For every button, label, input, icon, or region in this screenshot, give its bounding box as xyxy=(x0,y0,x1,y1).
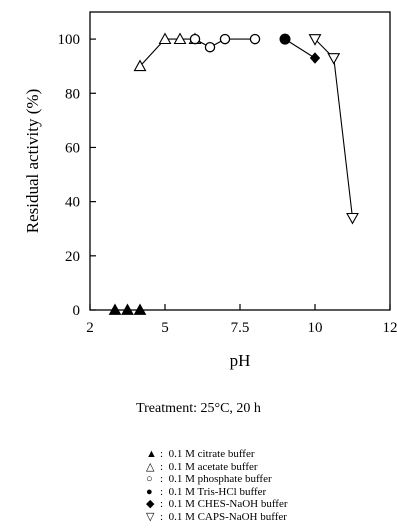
data-point-open-circle xyxy=(204,41,216,53)
series-lines xyxy=(139,38,354,218)
legend-label: 0.1 M Tris-HCl buffer xyxy=(168,485,267,498)
y-axis-ticks: 0 20 40 60 80 100 xyxy=(58,32,96,319)
legend-label: 0.1 M CAPS-NaOH buffer xyxy=(168,510,287,523)
filled-diamond-icon: ◆ xyxy=(146,498,155,511)
series-line xyxy=(314,38,354,218)
legend-label: 0.1 M CHES-NaOH buffer xyxy=(168,498,288,511)
data-point-open-circle xyxy=(219,33,231,45)
legend-item-phosphate: ○: 0.1 M phosphate buffer xyxy=(146,473,272,486)
series-line xyxy=(194,38,255,48)
data-point-filled-diamond xyxy=(309,52,321,64)
open-triangle-down-icon: ▽ xyxy=(146,510,155,523)
legend-label: 0.1 M acetate buffer xyxy=(168,460,258,473)
x-tick-label: 10 xyxy=(308,320,323,336)
data-point-open-triangle xyxy=(158,32,172,45)
y-tick-label: 0 xyxy=(73,303,81,319)
x-tick-label: 2 xyxy=(86,320,94,336)
open-triangle-icon: △ xyxy=(146,460,155,473)
data-point-open-triangle-down xyxy=(346,212,359,225)
legend-item-acetate: △: 0.1 M acetate buffer xyxy=(146,460,258,473)
x-tick-label: 7.5 xyxy=(231,320,250,336)
legend: ▲: 0.1 M citrate buffer △: 0.1 M acetate… xyxy=(146,448,288,524)
legend-label: 0.1 M citrate buffer xyxy=(168,448,255,460)
data-point-open-triangle-down xyxy=(308,34,322,46)
x-tick-label: 12 xyxy=(383,320,397,336)
series-line xyxy=(139,38,195,67)
legend-item-ches: ◆: 0.1 M CHES-NaOH buffer xyxy=(146,498,288,511)
treatment-label: Treatment: 25°C, 20 h xyxy=(136,401,261,416)
legend-item-tris: ●: 0.1 M Tris-HCl buffer xyxy=(146,485,267,498)
data-point-filled-triangle xyxy=(108,303,122,315)
data-point-filled-triangle xyxy=(133,303,147,315)
series-line xyxy=(284,38,316,59)
legend-item-caps: ▽: 0.1 M CAPS-NaOH buffer xyxy=(146,510,287,523)
data-point-open-circle xyxy=(189,33,201,45)
x-tick-label: 5 xyxy=(161,320,169,336)
data-point-filled-diamond xyxy=(279,33,291,45)
series-markers xyxy=(108,32,359,315)
data-point-open-triangle xyxy=(173,32,187,45)
plot-frame xyxy=(89,11,391,311)
filled-circle-icon: ● xyxy=(146,485,153,498)
x-axis-ticks: 2 5 7.5 10 12 xyxy=(86,304,397,336)
y-tick-label: 20 xyxy=(65,249,80,265)
y-tick-label: 100 xyxy=(58,32,81,48)
y-tick-label: 60 xyxy=(65,140,80,156)
y-axis-title: Residual activity (%) xyxy=(23,89,42,233)
data-point-open-triangle xyxy=(133,59,147,72)
data-point-open-triangle-down xyxy=(327,53,341,65)
data-point-open-circle xyxy=(249,33,261,45)
filled-triangle-icon: ▲ xyxy=(146,448,157,460)
x-axis-title: pH xyxy=(230,351,251,370)
legend-item-citrate: ▲: 0.1 M citrate buffer xyxy=(146,448,255,460)
y-tick-label: 80 xyxy=(65,86,80,102)
data-point-filled-triangle xyxy=(121,303,134,315)
open-circle-icon: ○ xyxy=(146,473,153,486)
legend-label: 0.1 M phosphate buffer xyxy=(168,473,272,486)
y-tick-label: 40 xyxy=(65,195,80,211)
